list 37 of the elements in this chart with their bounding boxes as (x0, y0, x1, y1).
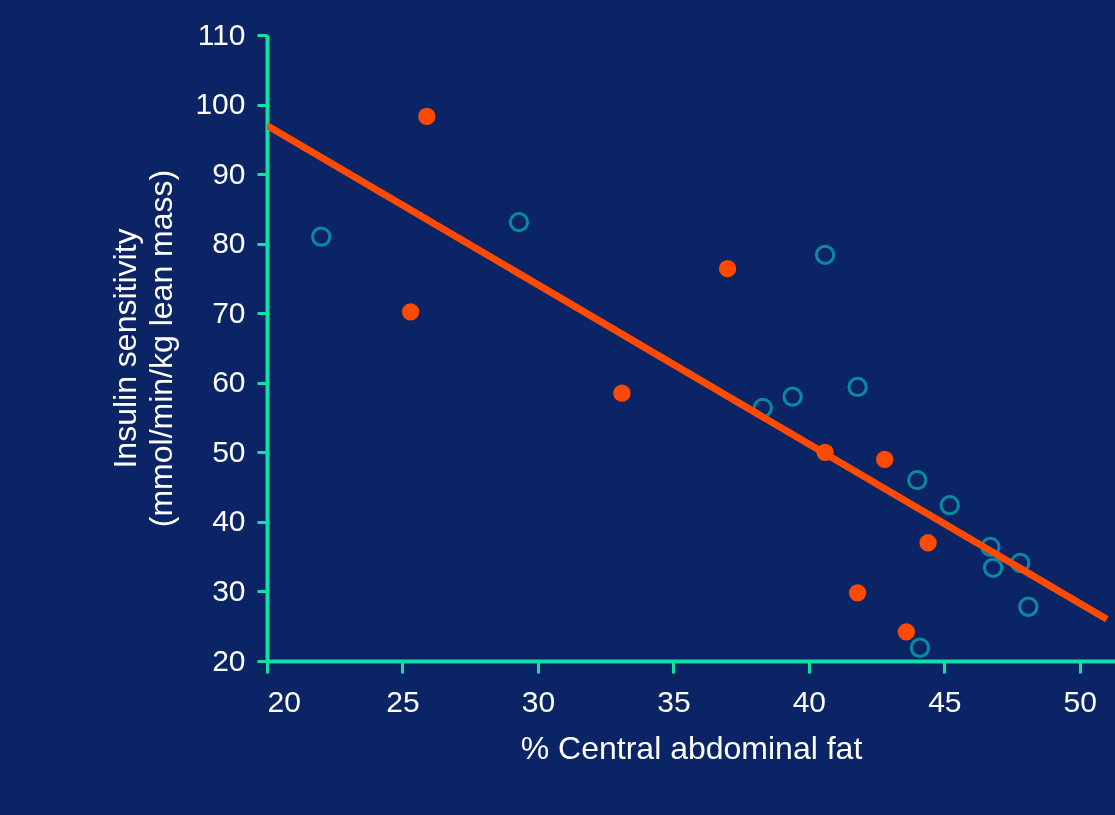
y-tick-label: 110 (197, 17, 246, 51)
point (782, 386, 803, 407)
point (909, 637, 931, 658)
y-axis-title: Insulin sensitivity (mmol/min/kg lean mass) (107, 169, 180, 528)
point (919, 534, 937, 552)
x-tick-label: 30 (521, 684, 556, 718)
point (897, 623, 916, 641)
y-tick-label: 30 (212, 573, 246, 607)
y-tick-label: 60 (212, 365, 246, 399)
y-tick-label: 100 (195, 87, 246, 121)
point (982, 557, 1004, 578)
y-tick-label: 40 (212, 504, 246, 538)
x-tick-label: 20 (267, 684, 301, 718)
point (847, 376, 868, 398)
point (848, 584, 867, 602)
point (718, 260, 737, 278)
point (311, 226, 332, 247)
point (814, 244, 836, 265)
y-tick-label: 20 (212, 643, 246, 677)
point (876, 450, 894, 468)
x-tick-label: 25 (386, 684, 420, 718)
point (613, 384, 631, 402)
x-tick-label: 45 (928, 684, 962, 718)
x-tick-label: 35 (657, 684, 691, 718)
point (1018, 596, 1039, 617)
point (418, 107, 436, 126)
y-tick-label: 70 (212, 295, 246, 329)
x-axis-title: % Central abdominal fat (520, 729, 863, 766)
y-tick-label: 80 (212, 226, 246, 260)
y-tick-label: 90 (212, 156, 246, 190)
x-tick-label: 40 (792, 684, 827, 718)
point (939, 495, 960, 516)
x-tick-label: 50 (1063, 684, 1097, 718)
point (907, 470, 928, 491)
point (508, 211, 530, 233)
y-tick-label: 50 (212, 434, 246, 468)
point (401, 303, 420, 321)
